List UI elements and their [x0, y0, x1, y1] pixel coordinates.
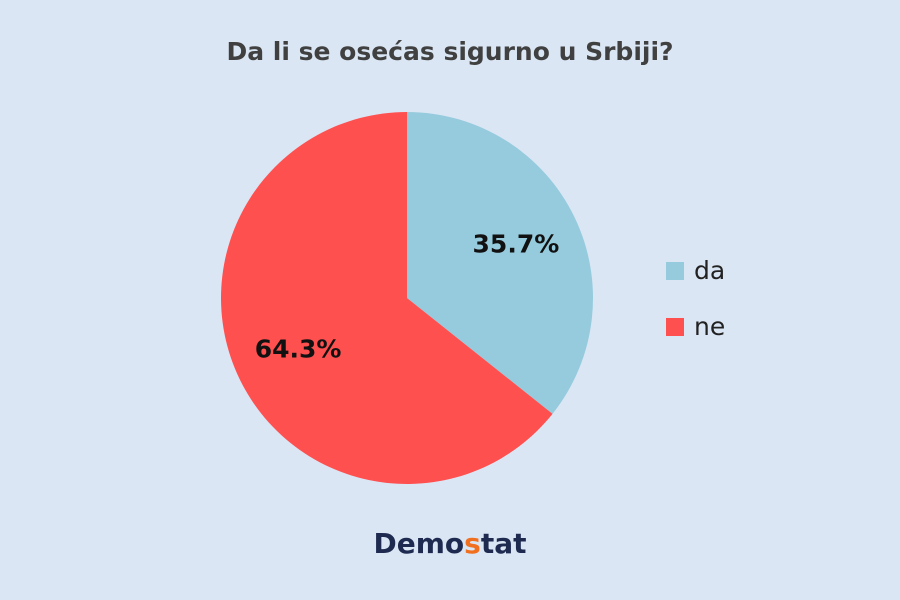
logo-part: s [464, 527, 481, 560]
data-label: 35.7% [473, 229, 560, 258]
logo-part: Demo [374, 527, 465, 560]
legend-label: ne [694, 312, 725, 341]
legend-swatch [666, 318, 684, 336]
logo-part: tat [481, 527, 527, 560]
pie-slice [407, 112, 594, 414]
data-label: 64.3% [255, 335, 342, 364]
legend-swatch [666, 262, 684, 280]
legend-label: da [694, 256, 725, 285]
logo: Demostat [374, 527, 527, 560]
pie-slice [221, 112, 553, 484]
chart-title: Da li se osećas sigurno u Srbiji? [226, 37, 673, 66]
